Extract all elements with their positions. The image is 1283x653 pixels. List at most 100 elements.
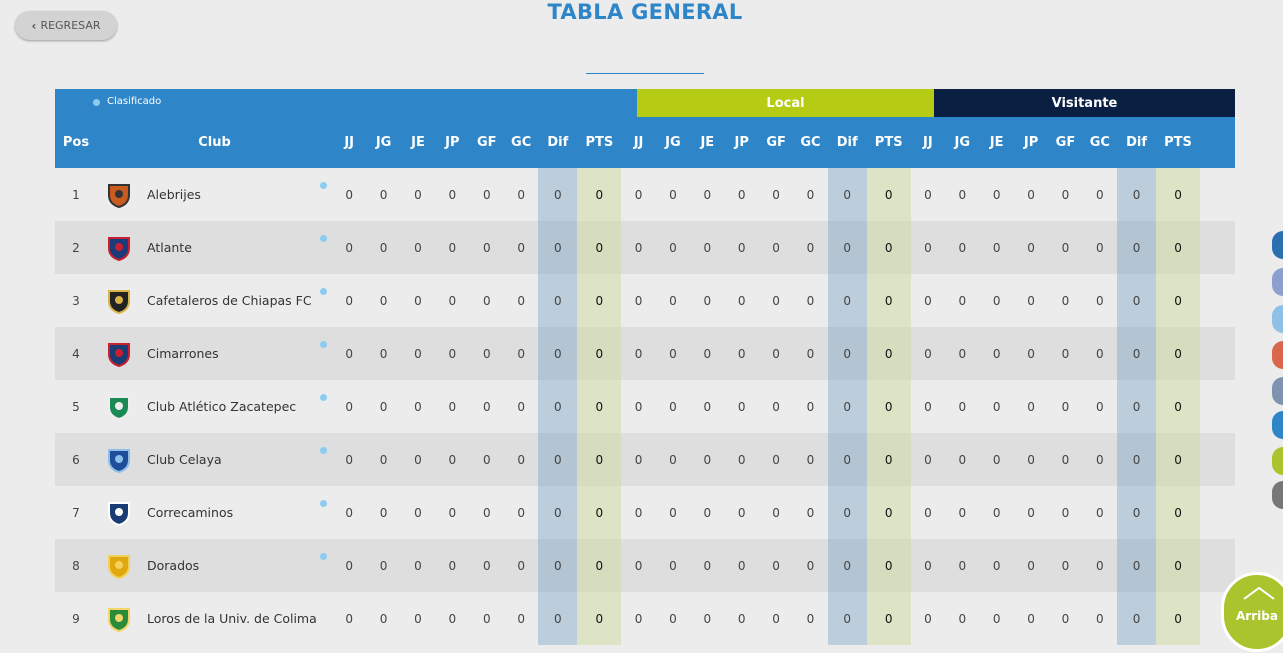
cell-general-gf: 0 — [482, 293, 491, 308]
cell-visitante-jp: 0 — [1027, 240, 1035, 255]
row-pos: 2 — [72, 240, 80, 255]
facebook-icon[interactable] — [1272, 268, 1283, 296]
cell-general-jg: 0 — [379, 399, 388, 414]
cell-visitante-gf: 0 — [1061, 611, 1070, 626]
cell-general-dif: 0 — [538, 433, 578, 486]
cell-general-jp: 0 — [448, 452, 457, 467]
cell-general-jp: 0 — [448, 293, 457, 308]
cell-general-gf: 0 — [482, 346, 491, 361]
celaya-logo — [104, 445, 134, 475]
print-icon[interactable] — [1272, 481, 1283, 509]
row-club[interactable]: Alebrijes — [97, 168, 332, 221]
cell-visitante-pts: 0 — [1156, 327, 1201, 380]
cell-local-jj: 0 — [634, 558, 643, 573]
twitter-icon[interactable] — [1272, 305, 1283, 333]
table-row: 9 Loros de la Univ. de Colima 0 0 0 0 0 0 0 0 0 0 0 0… — [55, 592, 1235, 645]
cell-general-je: 0 — [414, 240, 422, 255]
cell-general-je: 0 — [414, 346, 422, 361]
chevron-up-icon — [1243, 586, 1275, 600]
cell-general-jp: 0 — [448, 346, 457, 361]
legend-clasificado: Clasificado — [107, 96, 162, 107]
share-icon[interactable] — [1272, 231, 1283, 259]
cell-visitante-jj: 0 — [924, 240, 932, 255]
cell-general-gf: 0 — [482, 558, 491, 573]
cell-visitante-jj: 0 — [924, 293, 932, 308]
cell-visitante-pts: 0 — [1156, 274, 1201, 327]
cell-local-jj: 0 — [634, 505, 643, 520]
cell-local-pts: 0 — [866, 433, 911, 486]
row-club[interactable]: Loros de la Univ. de Colima — [97, 592, 332, 645]
row-club[interactable]: Cafetaleros de Chiapas FC — [97, 274, 332, 327]
linkedin-icon[interactable] — [1272, 377, 1283, 405]
cell-local-jp: 0 — [737, 187, 746, 202]
cell-general-dif: 0 — [538, 539, 578, 592]
cell-local-gc: 0 — [806, 452, 815, 467]
cell-general-pts: 0 — [577, 327, 622, 380]
clasificado-dot-icon — [93, 99, 100, 106]
cell-visitante-jg: 0 — [958, 240, 967, 255]
cell-local-jj: 0 — [634, 452, 643, 467]
cell-local-jj: 0 — [634, 611, 643, 626]
header-visitante-gf: GF — [1055, 135, 1076, 150]
cell-local-jp: 0 — [737, 346, 746, 361]
cell-general-pts: 0 — [577, 380, 622, 433]
google-plus-icon[interactable] — [1272, 341, 1283, 369]
row-club[interactable]: Club Celaya — [97, 433, 332, 486]
cell-visitante-jg: 0 — [958, 505, 967, 520]
cell-local-jj: 0 — [634, 399, 643, 414]
cell-local-jj: 0 — [634, 187, 643, 202]
cell-local-je: 0 — [703, 505, 712, 520]
cell-local-pts: 0 — [866, 380, 911, 433]
cell-general-je: 0 — [414, 452, 422, 467]
row-club[interactable]: Correcaminos — [97, 486, 332, 539]
cell-visitante-gf: 0 — [1061, 240, 1070, 255]
cell-local-gc: 0 — [806, 240, 815, 255]
cell-local-gf: 0 — [772, 505, 780, 520]
group-visitante: Visitante — [934, 89, 1235, 117]
cell-local-je: 0 — [703, 611, 712, 626]
cell-general-je: 0 — [414, 611, 422, 626]
cell-local-gc: 0 — [806, 187, 815, 202]
cell-local-gf: 0 — [772, 558, 780, 573]
cell-visitante-jp: 0 — [1027, 558, 1035, 573]
whatsapp-icon[interactable] — [1272, 447, 1283, 475]
cell-general-gc: 0 — [517, 558, 525, 573]
cell-general-dif: 0 — [538, 486, 578, 539]
zacatepec-logo — [104, 392, 134, 422]
cell-visitante-jj: 0 — [924, 505, 932, 520]
row-club[interactable]: Cimarrones — [97, 327, 332, 380]
cell-general-jp: 0 — [448, 240, 457, 255]
cell-general-jg: 0 — [379, 187, 388, 202]
cell-local-gf: 0 — [772, 399, 780, 414]
cell-visitante-gc: 0 — [1096, 611, 1104, 626]
header-visitante-jp: JP — [1023, 135, 1039, 150]
cell-local-je: 0 — [703, 399, 712, 414]
scroll-top-button[interactable]: Arriba — [1221, 572, 1283, 652]
cell-visitante-pts: 0 — [1156, 433, 1201, 486]
cell-visitante-jp: 0 — [1027, 187, 1035, 202]
header-local-pts: PTS — [874, 135, 903, 150]
cell-general-gf: 0 — [482, 240, 491, 255]
cell-local-pts: 0 — [866, 539, 911, 592]
cell-general-gc: 0 — [517, 293, 525, 308]
cell-visitante-je: 0 — [992, 452, 1001, 467]
cell-local-pts: 0 — [866, 274, 911, 327]
club-name: Dorados — [147, 558, 200, 573]
row-club[interactable]: Club Atlético Zacatepec — [97, 380, 332, 433]
email-icon[interactable] — [1272, 411, 1283, 439]
cell-visitante-jj: 0 — [924, 187, 932, 202]
back-button[interactable]: ‹ REGRESAR — [15, 11, 117, 40]
atlante-logo — [104, 233, 134, 263]
row-club[interactable]: Atlante — [97, 221, 332, 274]
cell-visitante-jp: 0 — [1027, 611, 1035, 626]
cell-local-gf: 0 — [772, 293, 780, 308]
scroll-top-label: Arriba — [1236, 609, 1278, 623]
row-club[interactable]: Dorados — [97, 539, 332, 592]
cell-local-jg: 0 — [669, 399, 677, 414]
cell-local-jj: 0 — [634, 240, 643, 255]
table-row: 2 Atlante 0 0 0 0 0 0 0 0 0 0 0 0 0 0 0 0 0 0 0 0 0 0 0 0 — [55, 221, 1235, 274]
chevron-left-icon: ‹ — [31, 18, 37, 33]
cell-general-pts: 0 — [577, 539, 622, 592]
cell-general-dif: 0 — [538, 592, 578, 645]
clasificado-dot-icon — [320, 447, 327, 454]
